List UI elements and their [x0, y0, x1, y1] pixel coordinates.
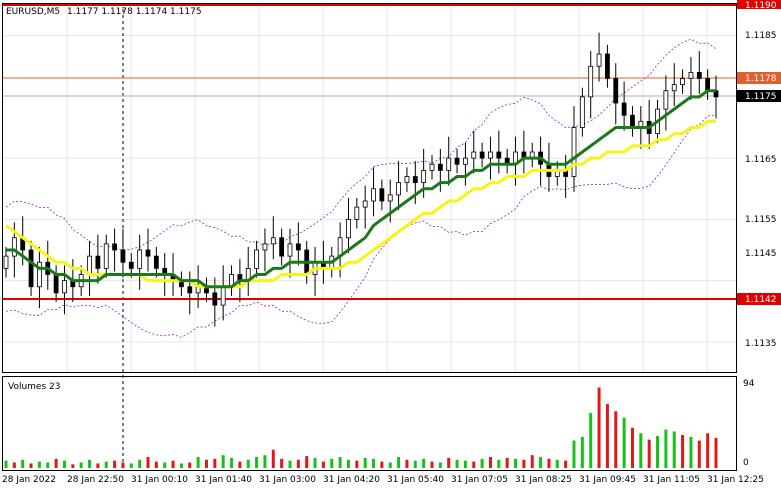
candle-body	[11, 237, 17, 257]
time-tick-label: 31 Jan 05:40	[387, 475, 444, 485]
candle-body	[153, 255, 159, 269]
upper-level-badge: 1.1190	[737, 0, 781, 11]
candle-body	[705, 78, 711, 92]
candle-body	[663, 90, 669, 110]
time-tick-label: 31 Jan 08:25	[515, 475, 572, 485]
volume-window-frame	[2, 376, 737, 471]
candle-body	[488, 151, 493, 159]
candle-body	[295, 243, 301, 251]
time-tick-label: 31 Jan 01:40	[195, 475, 252, 485]
time-tick-label: 31 Jan 12:25	[707, 475, 764, 485]
candle-body	[112, 243, 117, 251]
svg-text:1.1175: 1.1175	[745, 92, 777, 102]
candle-body	[454, 157, 460, 165]
svg-text:1.1178: 1.1178	[745, 74, 777, 84]
time-tick-label: 28 Jan 22:50	[67, 475, 124, 485]
price-grid	[3, 35, 736, 343]
candle-body	[479, 151, 485, 159]
time-axis: 28 Jan 2022 28 Jan 22:50 31 Jan 00:10 31…	[2, 475, 764, 485]
ask-price-badge: 1.1178	[737, 72, 781, 84]
lower-level-badge: 1.1142	[737, 293, 781, 305]
candle-body	[571, 127, 577, 177]
candle-body	[128, 261, 134, 269]
price-tick-label: 1.1155	[745, 215, 777, 225]
candle-body	[53, 274, 59, 294]
candle-body	[137, 249, 143, 269]
candle-body	[37, 261, 42, 288]
candle-body	[463, 157, 468, 165]
candle-body	[613, 78, 619, 104]
candle-body	[429, 163, 435, 171]
volumes-label: Volumes 23	[8, 382, 60, 392]
candle-body	[630, 114, 635, 128]
candle-body	[28, 249, 34, 288]
candle-body	[596, 53, 602, 67]
time-tick-label: 28 Jan 2022	[2, 475, 56, 485]
candles	[3, 32, 719, 327]
candle-body	[362, 200, 368, 208]
candle-body	[62, 280, 67, 294]
candle-body	[688, 71, 694, 79]
candle-body	[437, 163, 443, 171]
time-grid	[66, 4, 708, 372]
price-axis: 1.1185 1.1165 1.1155 1.1145 1.1135	[745, 31, 777, 349]
candle-body	[671, 84, 677, 92]
price-tick-label: 1.1165	[745, 155, 777, 165]
candle-body	[103, 243, 109, 269]
candle-body	[421, 169, 427, 184]
time-tick-label: 31 Jan 11:05	[643, 475, 700, 485]
candle-body	[120, 249, 126, 263]
candle-body	[3, 255, 9, 269]
candle-body	[279, 237, 285, 257]
candle-body	[605, 53, 610, 79]
candle-body	[412, 176, 418, 184]
bid-price-badge: 1.1175	[737, 90, 781, 102]
time-tick-label: 31 Jan 03:00	[259, 475, 316, 485]
time-tick-label: 31 Jan 00:10	[131, 475, 188, 485]
candle-body	[212, 292, 218, 306]
candle-body	[471, 151, 477, 159]
price-tick-label: 1.1145	[745, 249, 777, 259]
candle-body	[220, 286, 226, 306]
main-chart-frame	[2, 3, 737, 373]
candle-body	[262, 243, 268, 251]
envelope-lower-line	[5, 114, 717, 338]
candle-body	[371, 188, 376, 202]
candle-body	[379, 188, 385, 202]
time-tick-label: 31 Jan 07:05	[451, 475, 508, 485]
candle-body	[696, 71, 702, 79]
time-tick-label: 31 Jan 09:45	[579, 475, 636, 485]
candle-body	[396, 182, 401, 196]
candle-body	[404, 176, 410, 184]
volume-tick-label: 0	[743, 458, 749, 468]
candle-body	[346, 218, 351, 239]
candle-body	[254, 249, 259, 269]
svg-text:1.1190: 1.1190	[745, 1, 777, 11]
candle-body	[187, 286, 193, 294]
candle-body	[446, 157, 452, 171]
time-tick-label: 31 Jan 04:20	[323, 475, 380, 485]
moving-average-fast-line	[6, 89, 716, 289]
symbol-header: EURUSD,M5 1.1177 1.1178 1.1174 1.1175	[6, 7, 202, 17]
candle-body	[354, 206, 360, 220]
candle-body	[287, 243, 293, 257]
volume-tick-label: 94	[743, 379, 755, 389]
candle-body	[95, 255, 101, 269]
candle-body	[270, 237, 276, 245]
candle-body	[496, 151, 502, 159]
candle-body	[145, 249, 151, 257]
volume-bars	[4, 387, 718, 468]
candle-body	[579, 96, 585, 128]
candle-body	[387, 194, 393, 202]
price-tick-label: 1.1185	[745, 31, 777, 41]
candle-body	[621, 102, 627, 116]
svg-text:1.1142: 1.1142	[745, 295, 777, 305]
moving-averages	[5, 89, 716, 289]
price-tick-label: 1.1135	[745, 339, 777, 349]
candle-body	[588, 65, 594, 98]
candle-body	[680, 78, 685, 86]
